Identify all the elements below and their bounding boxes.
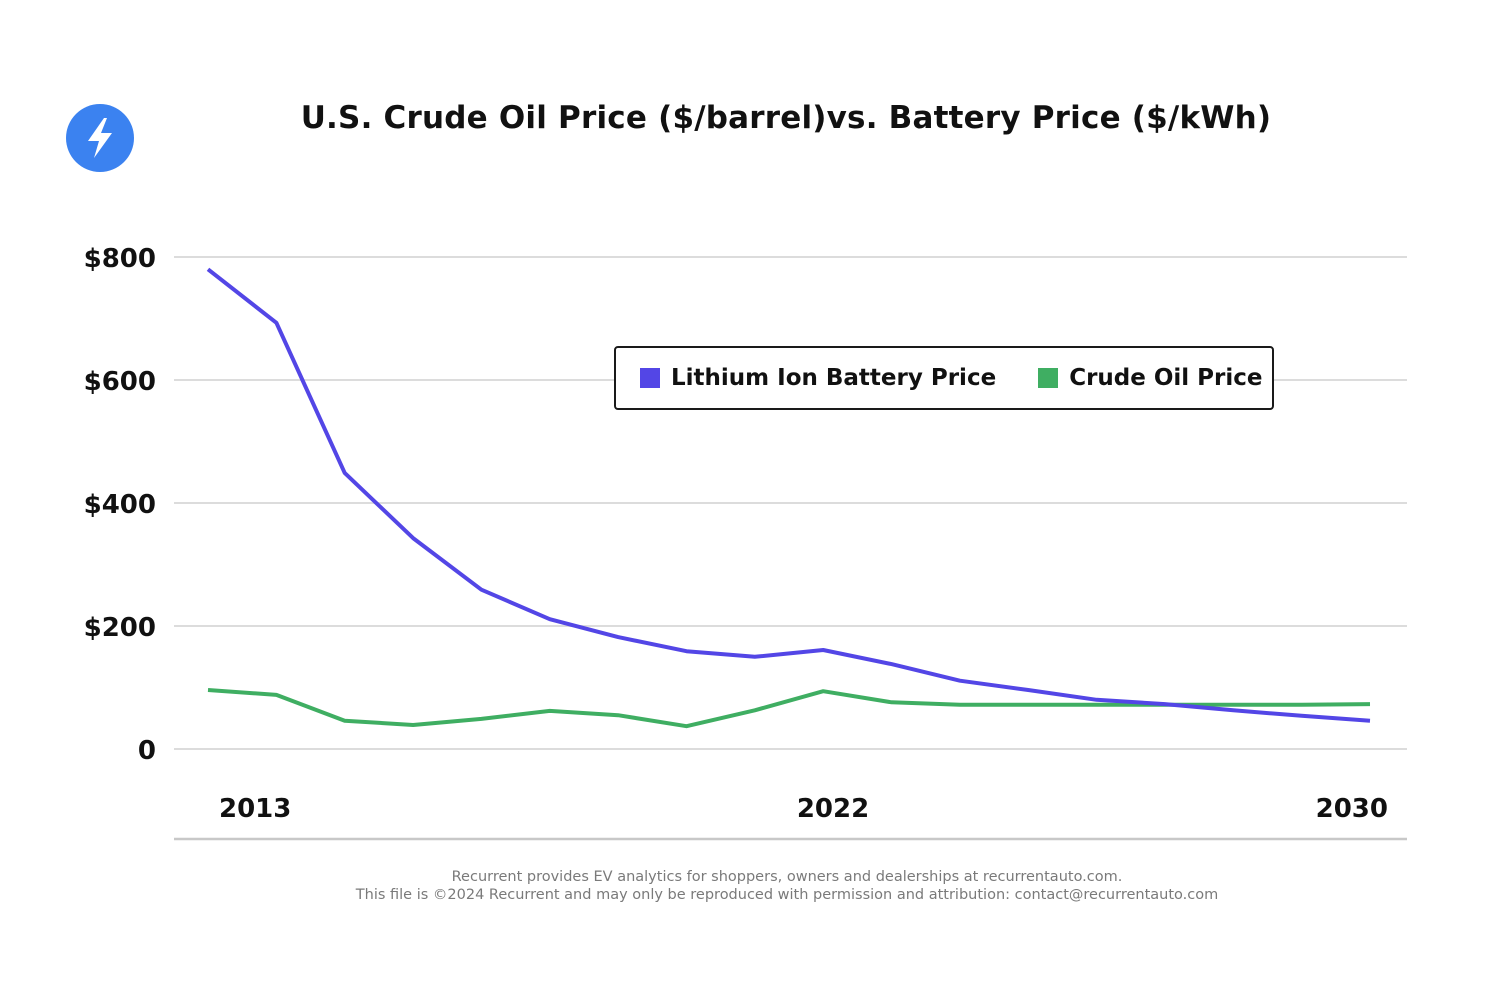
series-line-battery (206, 267, 1371, 723)
chart-title: U.S. Crude Oil Price ($/barrel)vs. Batte… (300, 100, 1272, 136)
series-lines (206, 267, 1371, 729)
y-axis-ticks: 0 $200 $400 $600 $800 (84, 244, 156, 766)
recurrent-logo (66, 104, 134, 172)
y-tick-label: $400 (84, 490, 156, 520)
y-tick-label: 0 (138, 736, 156, 766)
legend-label-battery: Lithium Ion Battery Price (671, 365, 997, 391)
legend-item-battery: Lithium Ion Battery Price (640, 365, 996, 391)
legend-swatch-battery (640, 368, 660, 388)
chart-legend: Lithium Ion Battery Price Crude Oil Pric… (614, 346, 1274, 410)
legend-swatch-oil (1038, 368, 1059, 388)
footer-line-1: Recurrent provides EV analytics for shop… (451, 869, 1123, 885)
footer-line-2: This file is ©2024 Recurrent and may onl… (355, 887, 1219, 903)
footer-attribution: Recurrent provides EV analytics for shop… (0, 868, 1500, 904)
x-axis-ticks: 2013 2022 2030 (219, 794, 1388, 824)
gridlines (174, 256, 1407, 750)
lightning-bolt-icon (88, 118, 112, 158)
legend-item-oil: Crude Oil Price (1038, 365, 1263, 391)
x-tick-label: 2013 (219, 794, 291, 824)
y-tick-label: $600 (84, 367, 156, 397)
x-tick-label: 2030 (1316, 794, 1388, 824)
legend-label-oil: Crude Oil Price (1069, 365, 1263, 391)
x-tick-label: 2022 (797, 794, 869, 824)
y-tick-label: $200 (84, 613, 156, 643)
y-tick-label: $800 (84, 244, 156, 274)
